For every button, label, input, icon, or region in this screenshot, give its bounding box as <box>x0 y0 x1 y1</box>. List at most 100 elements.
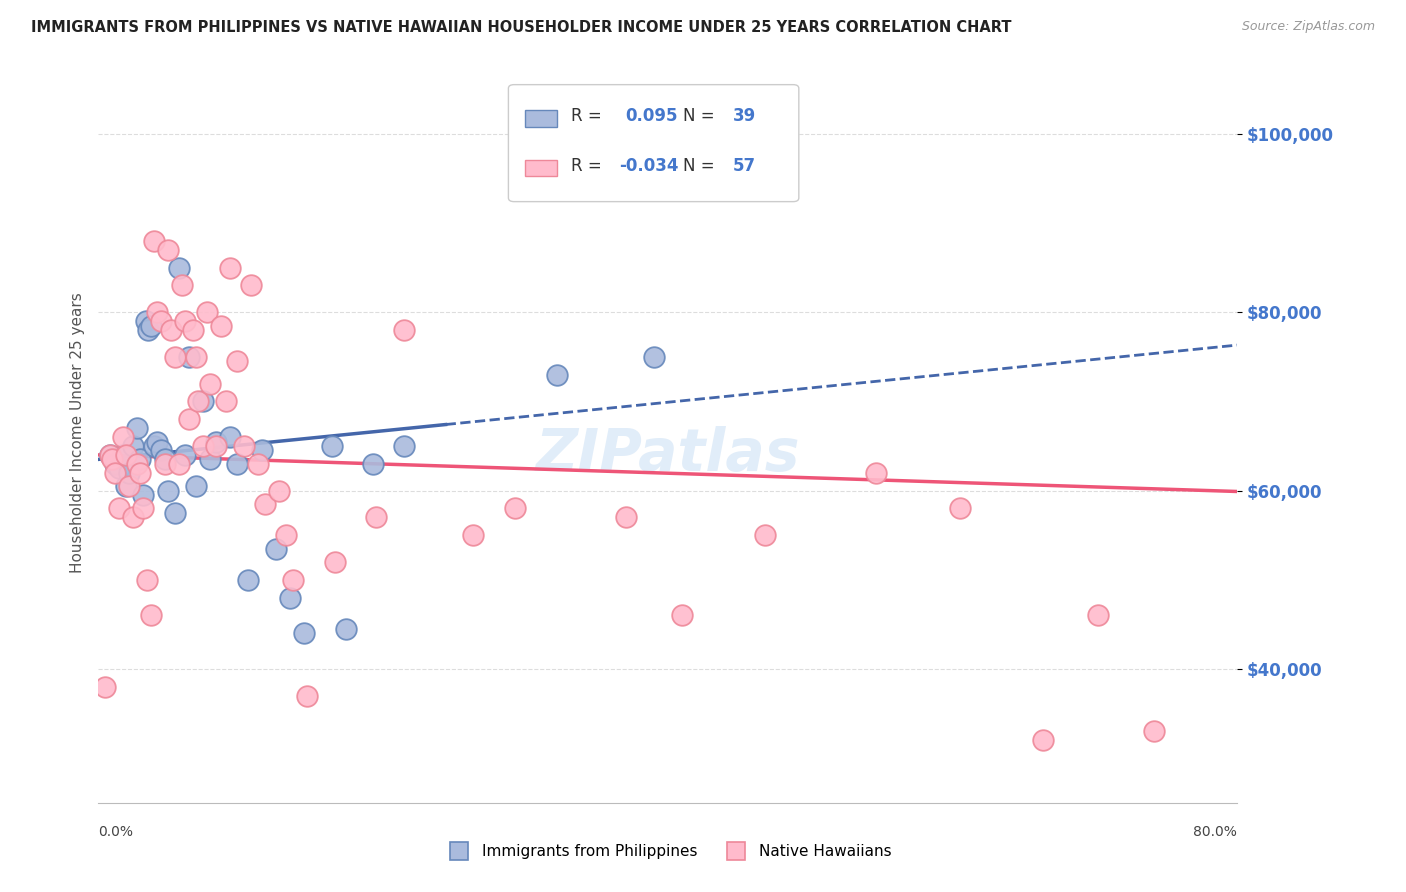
Point <box>191 394 214 409</box>
Text: N =: N = <box>683 108 714 126</box>
Point <box>98 448 121 462</box>
Point <box>184 350 207 364</box>
Text: IMMIGRANTS FROM PHILIPPINES VS NATIVE HAWAIIAN HOUSEHOLDER INCOME UNDER 25 YEARS: IMMIGRANTS FROM PHILIPPINES VS NATIVE HA… <box>31 20 1011 35</box>
Point <box>219 260 242 275</box>
Point <box>101 452 124 467</box>
Point <box>254 497 277 511</box>
Point <box>281 573 304 587</box>
Point <box>292 626 315 640</box>
Point <box>94 680 117 694</box>
Point <box>108 501 131 516</box>
Point <box>143 439 166 453</box>
Point <box>463 528 485 542</box>
Point <box>156 243 179 257</box>
Point <box>135 314 157 328</box>
Point <box>335 622 357 636</box>
Point <box>219 430 242 444</box>
Point <box>104 457 127 471</box>
Point <box>209 318 232 333</box>
Point <box>177 412 200 426</box>
Point <box>143 234 166 248</box>
Point <box>274 528 297 542</box>
Point <box>167 260 190 275</box>
Point <box>122 439 145 453</box>
Point <box>118 466 141 480</box>
Point <box>127 457 149 471</box>
Point <box>865 466 887 480</box>
Point <box>149 314 172 328</box>
Point <box>392 323 415 337</box>
Text: ZIPatlas: ZIPatlas <box>536 426 800 483</box>
Point <box>153 452 176 467</box>
Point <box>948 501 970 516</box>
Point <box>108 461 131 475</box>
Y-axis label: Householder Income Under 25 years: Householder Income Under 25 years <box>69 293 84 573</box>
Point <box>205 439 228 453</box>
Point <box>278 591 301 605</box>
Point <box>104 466 127 480</box>
Text: 57: 57 <box>733 157 756 175</box>
Text: -0.034: -0.034 <box>619 157 678 175</box>
Point <box>141 608 163 623</box>
Point <box>754 528 776 542</box>
Point <box>132 488 155 502</box>
Point <box>215 394 238 409</box>
Legend: Immigrants from Philippines, Native Hawaiians: Immigrants from Philippines, Native Hawa… <box>439 838 897 865</box>
Point <box>295 689 318 703</box>
Point <box>129 452 152 467</box>
Point <box>240 278 263 293</box>
Point <box>392 439 415 453</box>
Text: 0.0%: 0.0% <box>98 825 134 839</box>
Point <box>115 448 138 462</box>
Point <box>159 323 181 337</box>
Point <box>177 350 200 364</box>
Point <box>136 573 159 587</box>
Point <box>1032 733 1054 747</box>
Point <box>127 421 149 435</box>
Point <box>205 434 228 449</box>
Point <box>181 323 204 337</box>
Point <box>226 354 249 368</box>
Text: R =: R = <box>571 157 602 175</box>
Point <box>170 278 193 293</box>
Point <box>163 506 186 520</box>
Point <box>366 510 388 524</box>
Text: R =: R = <box>571 108 602 126</box>
Text: N =: N = <box>683 157 714 175</box>
Point <box>198 452 221 467</box>
Point <box>323 555 346 569</box>
Point <box>163 350 186 364</box>
Point <box>138 323 160 337</box>
Text: 39: 39 <box>733 108 756 126</box>
FancyBboxPatch shape <box>509 85 799 202</box>
Point <box>122 510 145 524</box>
Point <box>614 510 637 524</box>
Text: 0.095: 0.095 <box>626 108 678 126</box>
Text: Source: ZipAtlas.com: Source: ZipAtlas.com <box>1241 20 1375 33</box>
Point <box>129 466 152 480</box>
Point <box>149 443 172 458</box>
Point <box>264 541 287 556</box>
Point <box>118 479 141 493</box>
Point <box>233 439 256 453</box>
Point <box>195 305 218 319</box>
Point <box>191 439 214 453</box>
Point <box>112 448 135 462</box>
Point <box>173 448 195 462</box>
Text: 80.0%: 80.0% <box>1194 825 1237 839</box>
FancyBboxPatch shape <box>526 111 557 127</box>
Point <box>187 394 209 409</box>
Point <box>267 483 290 498</box>
Point <box>145 305 167 319</box>
Point <box>252 443 274 458</box>
Point <box>643 350 665 364</box>
Point <box>226 457 249 471</box>
Point <box>167 457 190 471</box>
Point <box>115 479 138 493</box>
Point <box>503 501 526 516</box>
Point <box>363 457 385 471</box>
Point <box>247 457 270 471</box>
Point <box>132 501 155 516</box>
FancyBboxPatch shape <box>526 160 557 177</box>
Point <box>112 430 135 444</box>
